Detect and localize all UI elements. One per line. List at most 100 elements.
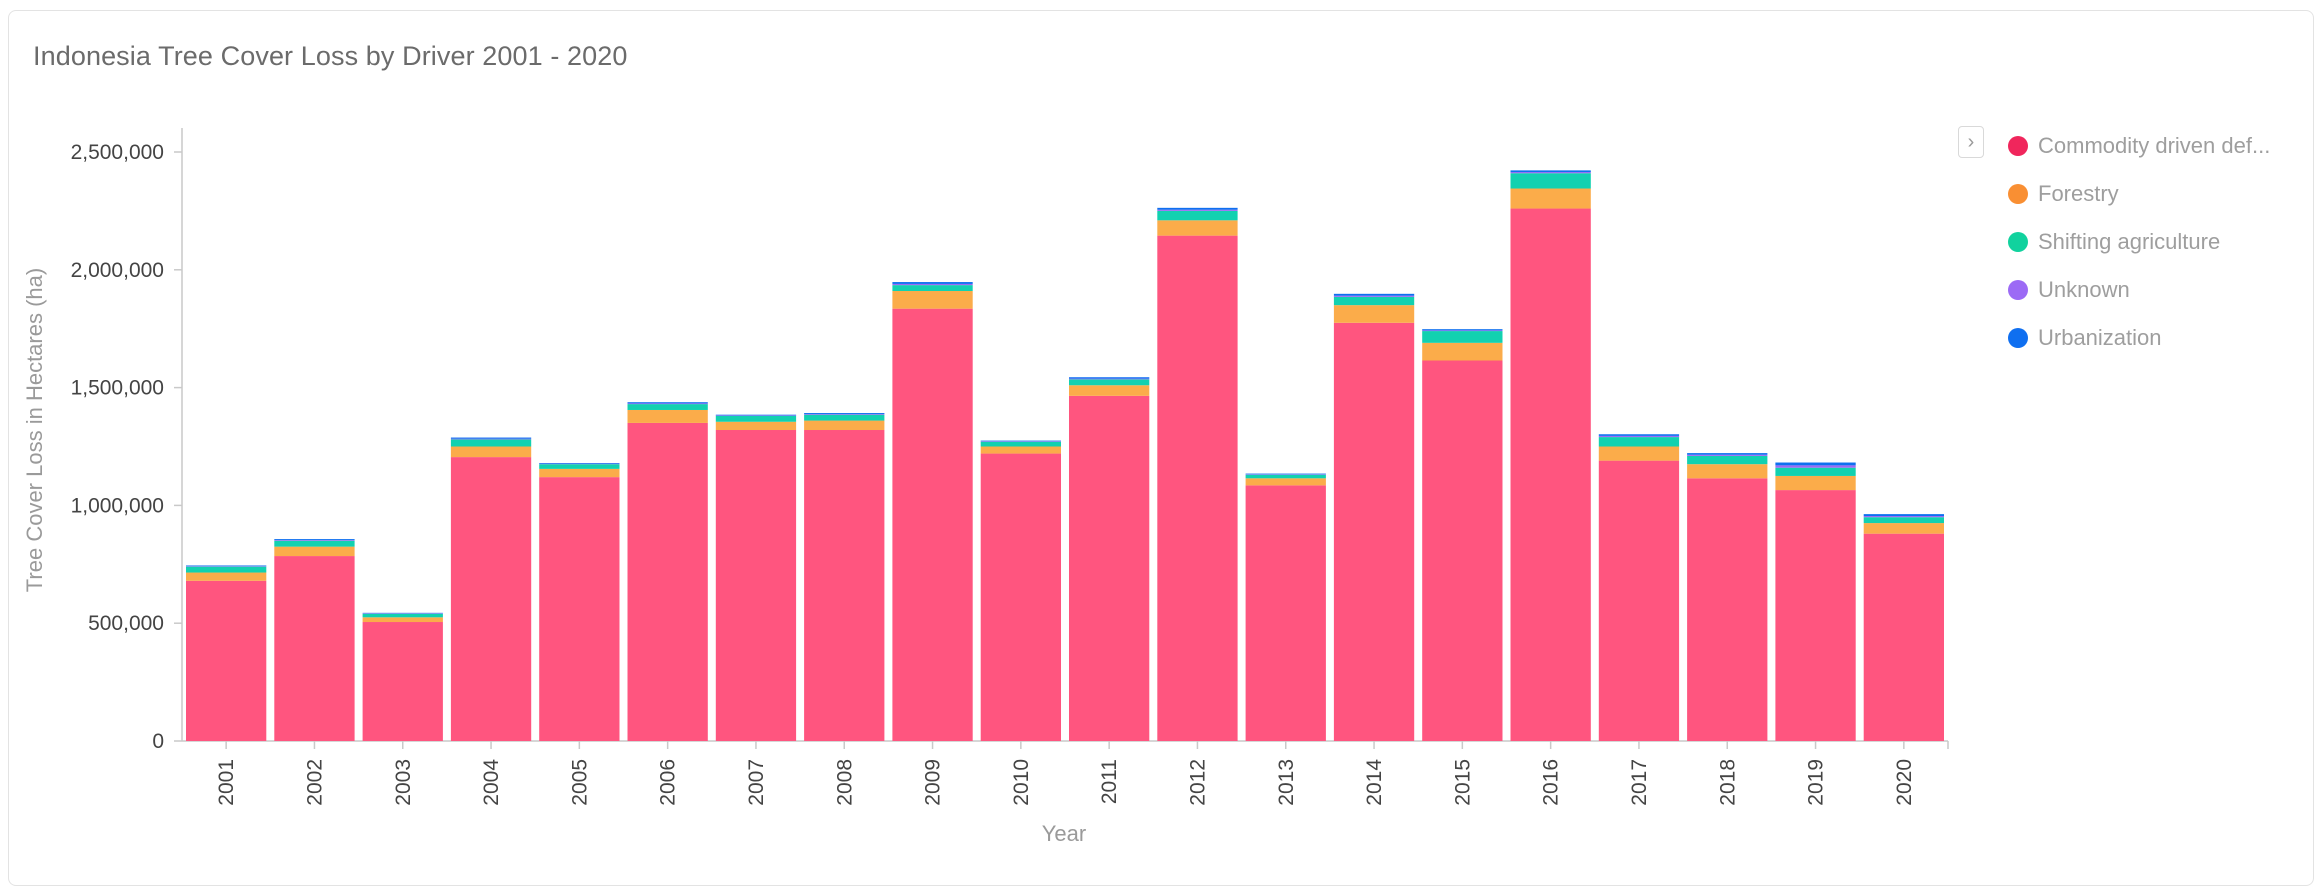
legend: Commodity driven def... Forestry Shifting … (1958, 122, 2298, 362)
bar-segment-shifting-agriculture (1069, 379, 1150, 386)
bar-segment-urbanization (1157, 207, 1238, 210)
bar-segment-forestry (804, 420, 885, 431)
bar-segment-forestry (627, 409, 708, 423)
x-tick-label: 2001 (215, 759, 238, 806)
legend-toggle-button[interactable]: › (1958, 126, 1984, 158)
legend-item[interactable]: Forestry (1958, 170, 2298, 218)
bar-segment-commodity-driven-def (1422, 360, 1503, 741)
bar-stack-2004 (450, 437, 532, 741)
legend-item[interactable]: Commodity driven def... (1958, 122, 2298, 170)
bar-stack-2005 (539, 462, 620, 741)
bar-segment-forestry (1598, 446, 1680, 461)
bar-segment-shifting-agriculture (1687, 455, 1768, 465)
legend-dot-icon (2008, 280, 2028, 300)
bar-segment-urbanization (1775, 462, 1856, 466)
bar-segment-shifting-agriculture (804, 414, 885, 421)
bar-segment-shifting-agriculture (1157, 210, 1238, 221)
bar-segment-urbanization (715, 414, 797, 416)
bar-segment-commodity-driven-def (274, 556, 355, 741)
y-tick-label: 2,000,000 (71, 259, 164, 282)
bar-segment-shifting-agriculture (450, 439, 532, 447)
bar-segment-commodity-driven-def (1598, 460, 1680, 741)
bar-segment-commodity-driven-def (1333, 322, 1415, 741)
bar-segment-unknown (804, 413, 885, 415)
bar-segment-unknown (450, 438, 532, 440)
chevron-right-icon: › (1967, 130, 1975, 153)
bar-segment-unknown (1069, 378, 1150, 380)
bar-stack-2011 (1069, 377, 1150, 741)
x-tick-label: 2015 (1451, 759, 1474, 806)
bar-segment-urbanization (627, 402, 708, 404)
bar-segment-commodity-driven-def (892, 308, 973, 741)
bar-segment-commodity-driven-def (539, 477, 620, 741)
bar-segment-unknown (1510, 172, 1591, 174)
x-tick-label: 2016 (1540, 759, 1563, 806)
bar-segment-forestry (1687, 464, 1768, 479)
bar-stack-2015 (1422, 329, 1503, 741)
legend-item[interactable]: Unknown (1958, 266, 2298, 314)
y-tick-label: 0 (152, 730, 164, 753)
bar-segment-urbanization (980, 440, 1061, 442)
bar-segment-forestry (539, 468, 620, 478)
x-tick-label: 2004 (480, 759, 503, 806)
bar-stack-2003 (362, 612, 443, 741)
bar-segment-commodity-driven-def (1775, 490, 1856, 741)
bar-segment-shifting-agriculture (715, 415, 797, 422)
bar-segment-commodity-driven-def (1245, 485, 1326, 741)
legend-label: Urbanization (2038, 325, 2162, 350)
y-tick-label: 500,000 (88, 612, 164, 635)
bar-segment-unknown (1775, 465, 1856, 468)
bar-segment-forestry (980, 446, 1061, 454)
y-tick-label: 1,000,000 (71, 494, 164, 517)
bar-segment-forestry (1069, 385, 1150, 396)
bar-segment-unknown (274, 540, 355, 541)
legend-item[interactable]: Shifting agriculture (1958, 218, 2298, 266)
legend-item[interactable]: Urbanization (1958, 314, 2298, 362)
x-tick-label: 2019 (1805, 759, 1828, 806)
x-tick-label: 2003 (392, 759, 415, 806)
bar-stack-2002 (274, 539, 355, 741)
bar-segment-commodity-driven-def (186, 580, 267, 741)
bar-stack-2001 (186, 565, 267, 741)
bar-segment-forestry (274, 546, 355, 557)
x-tick-label: 2009 (922, 759, 945, 806)
bar-segment-commodity-driven-def (980, 453, 1061, 741)
legend-label: Forestry (2038, 181, 2119, 206)
bar-segment-urbanization (274, 539, 355, 541)
bar-segment-unknown (1333, 295, 1415, 297)
bar-segment-forestry (362, 617, 443, 623)
bar-segment-commodity-driven-def (1157, 235, 1238, 741)
bar-segment-urbanization (450, 437, 532, 439)
x-axis-title: Year (1042, 821, 1086, 846)
x-tick-label: 2012 (1186, 759, 1209, 806)
legend-dot-icon (2008, 232, 2028, 252)
x-tick-label: 2014 (1363, 759, 1386, 806)
bar-segment-forestry (1245, 478, 1326, 486)
bar-segment-urbanization (1333, 293, 1415, 296)
bar-segment-commodity-driven-def (362, 622, 443, 741)
bar-segment-forestry (1775, 475, 1856, 491)
bar-stack-2020 (1863, 514, 1944, 741)
bar-segment-forestry (186, 572, 267, 581)
bar-segment-forestry (1422, 342, 1503, 361)
chart-title: Indonesia Tree Cover Loss by Driver 2001… (33, 41, 628, 71)
bar-segment-forestry (1510, 188, 1591, 209)
bar-segment-urbanization (1598, 434, 1680, 436)
bar-segment-urbanization (1863, 514, 1944, 517)
y-axis: 0 500,000 1,000,000 1,500,000 2,000,000 2,500… (71, 128, 183, 753)
x-tick-label: 2006 (657, 759, 680, 806)
bar-segment-commodity-driven-def (627, 422, 708, 741)
bar-segment-urbanization (1422, 329, 1503, 331)
bar-stack-2007 (715, 414, 797, 741)
x-tick-label: 2013 (1275, 759, 1298, 806)
legend-dot-icon (2008, 136, 2028, 156)
bar-segment-commodity-driven-def (450, 457, 532, 741)
bar-segment-shifting-agriculture (892, 285, 973, 292)
bar-segment-shifting-agriculture (186, 566, 267, 573)
bar-segment-urbanization (1245, 473, 1326, 475)
bar-segment-shifting-agriculture (980, 441, 1061, 447)
y-tick-label: 2,500,000 (71, 141, 164, 164)
bar-segment-urbanization (186, 565, 267, 567)
bar-segment-unknown (892, 283, 973, 286)
